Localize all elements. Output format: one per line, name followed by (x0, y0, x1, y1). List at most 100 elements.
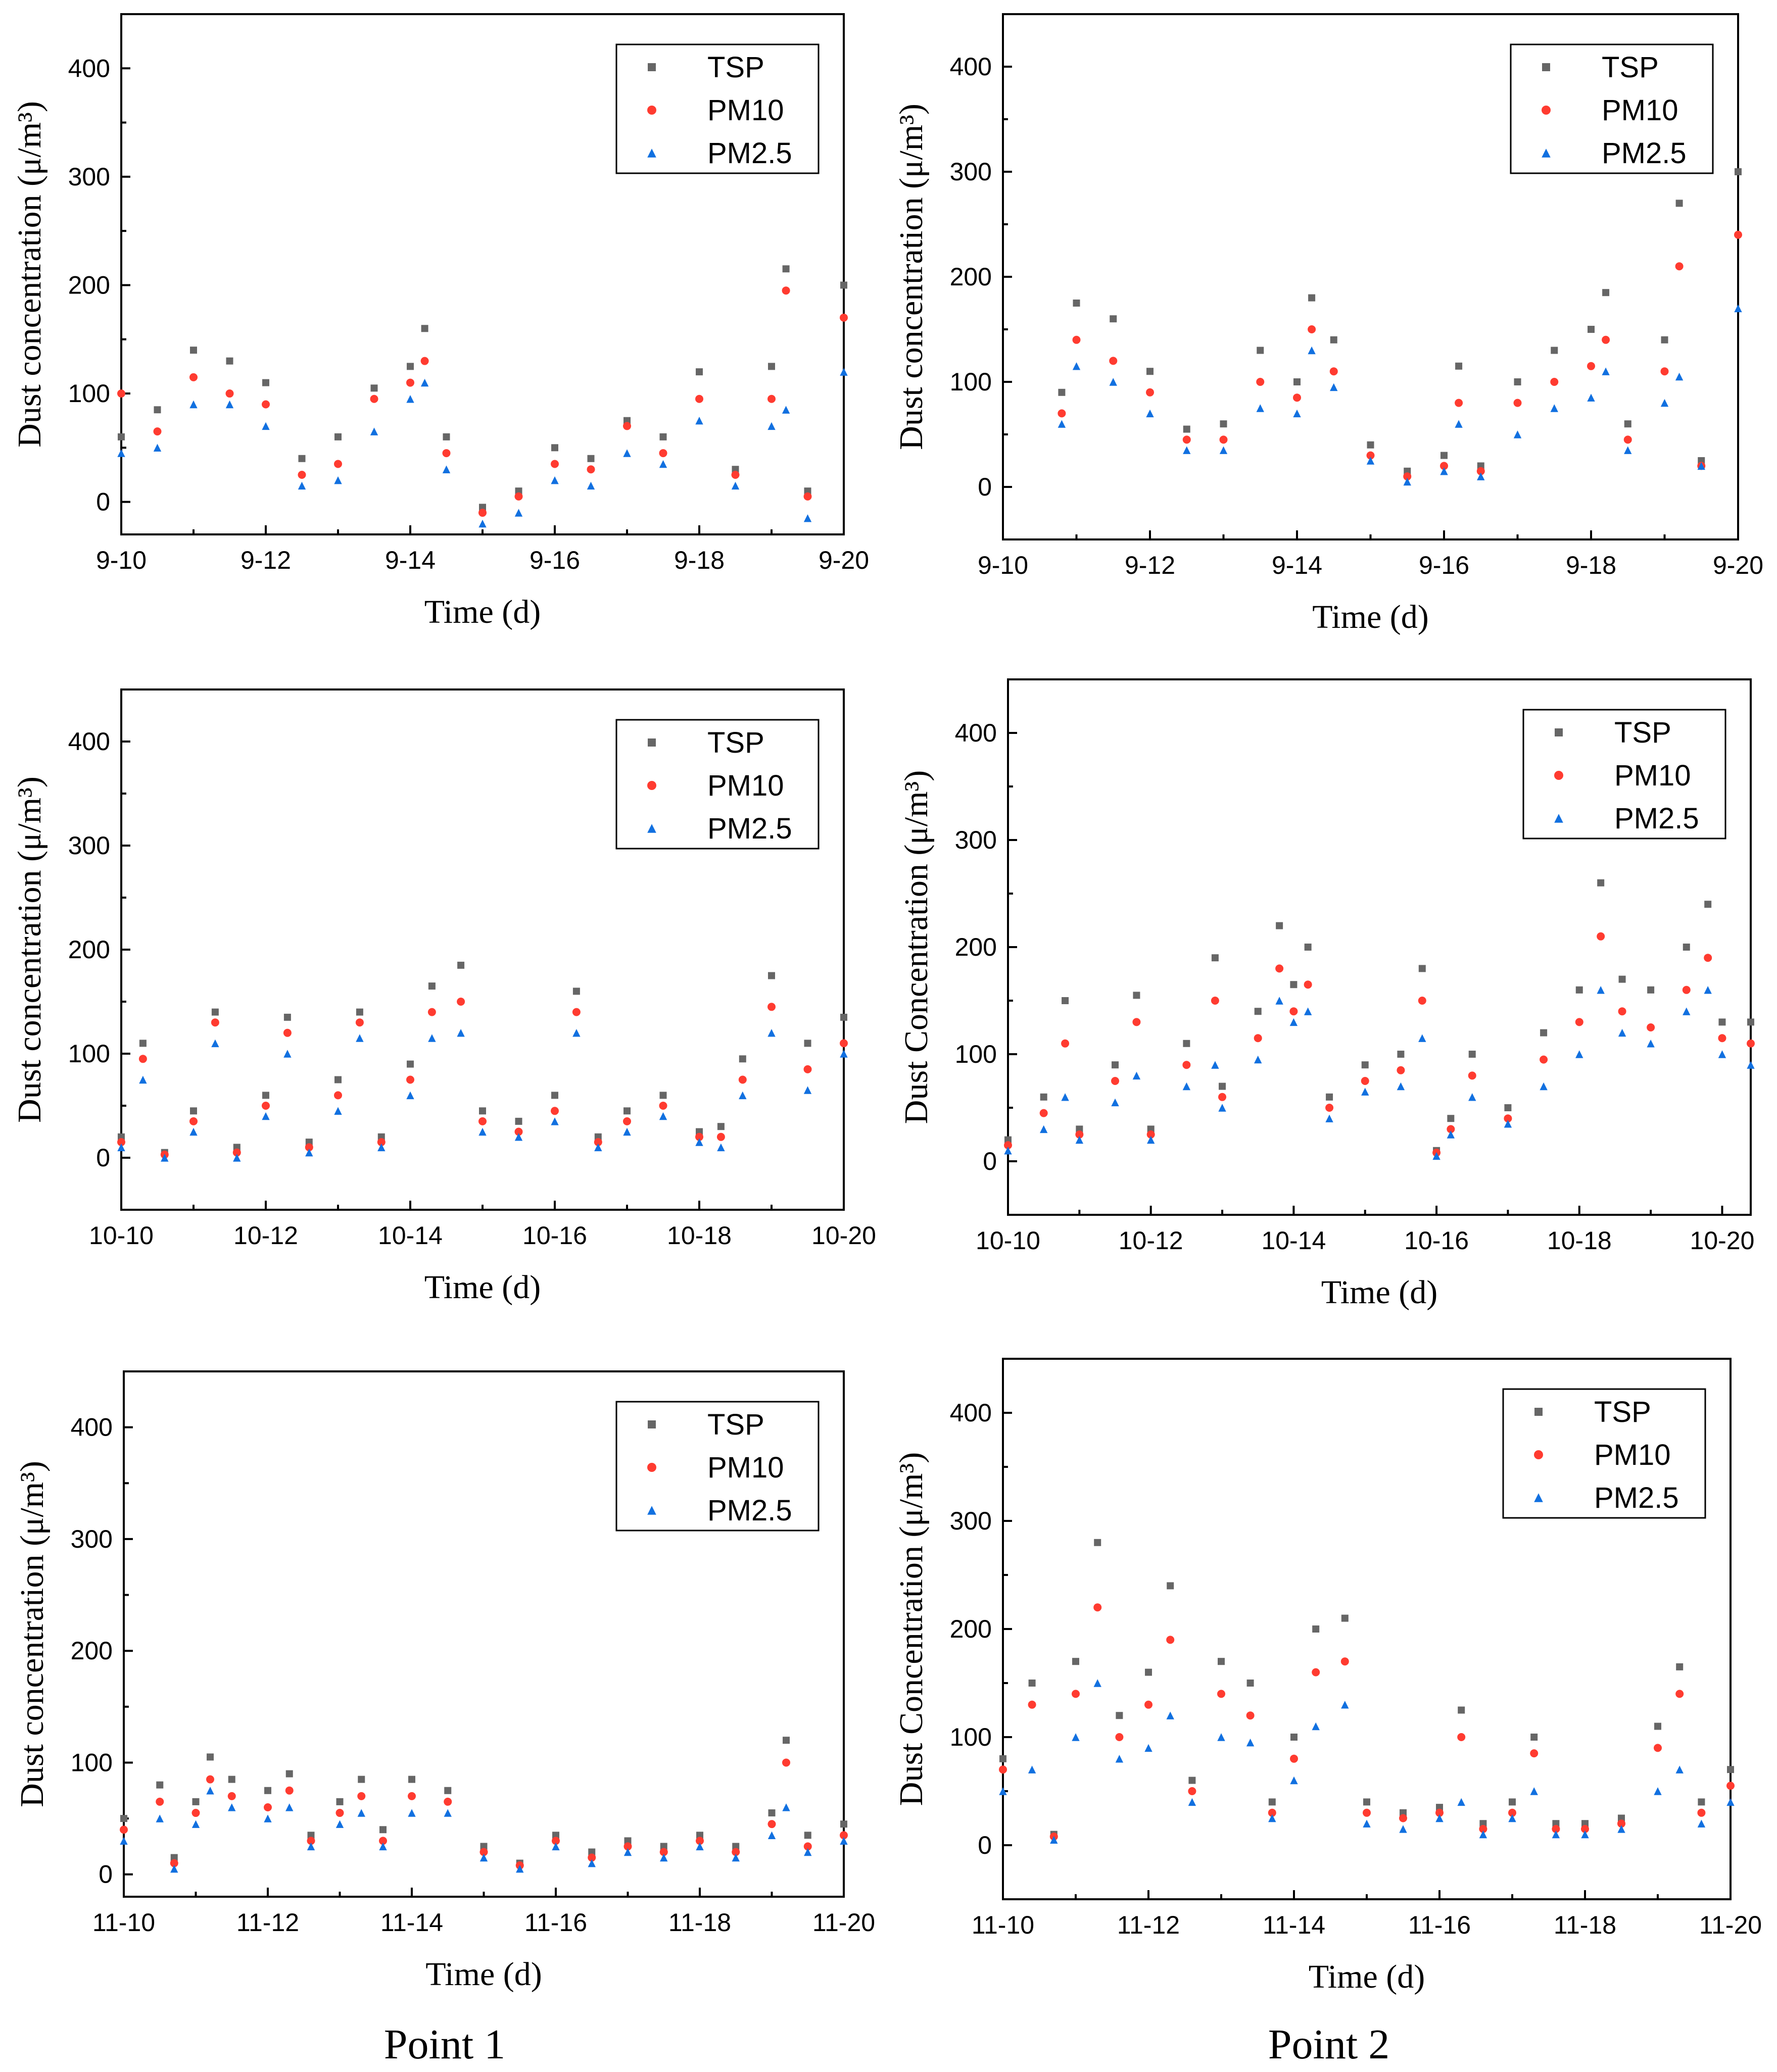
data-point (283, 1013, 291, 1021)
data-point (1647, 1040, 1655, 1048)
data-point (154, 406, 161, 414)
data-point (1550, 378, 1559, 386)
data-point (1145, 1668, 1152, 1676)
data-point (1058, 388, 1066, 396)
data-point (1219, 1082, 1226, 1090)
data-point (1530, 1734, 1538, 1741)
data-point (1062, 997, 1069, 1004)
data-point (406, 1075, 414, 1084)
data-point (1028, 1700, 1036, 1709)
data-point (624, 1837, 632, 1845)
y-tick-label: 0 (96, 488, 110, 516)
data-point (1144, 1744, 1152, 1752)
data-point (211, 1039, 219, 1048)
data-point (190, 1107, 197, 1115)
series-pm25 (1004, 986, 1755, 1160)
data-point (1726, 1798, 1735, 1806)
data-point (298, 455, 306, 462)
y-tick-label: 400 (68, 727, 110, 756)
data-point (1275, 997, 1283, 1005)
data-point (1397, 1066, 1405, 1074)
data-point (191, 1809, 200, 1817)
y-axis-title: Dust Concentration (μ/m³) (893, 1452, 930, 1806)
data-point (334, 1076, 342, 1083)
data-point (1182, 1061, 1191, 1069)
legend: TSP PM10 PM2.5 (1522, 709, 1726, 840)
data-point (1167, 1582, 1174, 1590)
data-point (262, 1102, 270, 1110)
data-point (478, 1127, 487, 1136)
data-point (1617, 1819, 1625, 1828)
data-point (1400, 1809, 1407, 1816)
data-point (1363, 1798, 1370, 1806)
x-axis-title: Time (d) (1312, 599, 1428, 635)
data-point (659, 460, 667, 468)
data-point (768, 363, 775, 370)
data-point (551, 1117, 559, 1125)
data-point (515, 487, 522, 495)
data-point (211, 1018, 219, 1027)
data-point (444, 1809, 452, 1817)
data-point (1418, 1034, 1426, 1042)
data-point (1602, 367, 1610, 375)
x-axis-title: Time (d) (1321, 1274, 1437, 1311)
data-point (803, 1065, 812, 1073)
data-point (305, 1143, 313, 1152)
data-point (1218, 1658, 1225, 1665)
series-pm10 (120, 1758, 848, 1870)
legend-label: PM2.5 (1602, 137, 1687, 170)
data-point (1435, 1814, 1444, 1822)
data-point (1575, 1018, 1583, 1026)
data-point (207, 1753, 214, 1761)
data-point (1747, 1039, 1755, 1048)
data-point (552, 1837, 560, 1845)
data-point (190, 347, 197, 354)
data-point (336, 1798, 344, 1805)
data-point (717, 1123, 725, 1130)
data-point (782, 286, 790, 295)
data-point (1618, 1007, 1626, 1016)
data-point (782, 1803, 790, 1811)
data-point (1058, 420, 1066, 428)
data-point (1361, 1088, 1369, 1096)
data-point (1660, 367, 1669, 376)
data-point (118, 433, 125, 440)
data-point (358, 1775, 365, 1783)
data-point (479, 1107, 486, 1115)
data-point (1675, 1690, 1684, 1698)
legend: TSP PM10 PM2.5 (1502, 1388, 1706, 1519)
data-point (232, 1148, 241, 1157)
data-point (1075, 1136, 1084, 1144)
x-tick-label: 11-16 (524, 1908, 587, 1937)
legend: TSP PM10 PM2.5 (615, 1401, 820, 1532)
data-point (1540, 1082, 1548, 1091)
data-point (479, 504, 486, 511)
data-point (1116, 1712, 1123, 1719)
data-point (1110, 315, 1117, 323)
data-point (285, 1803, 294, 1811)
data-point (156, 1797, 164, 1806)
data-point (1581, 1824, 1589, 1833)
data-point (1111, 1077, 1120, 1085)
x-axis-title: Time (d) (1309, 1958, 1425, 1995)
data-point (660, 1843, 667, 1850)
x-tick-label: 10-12 (233, 1221, 298, 1250)
y-tick-label: 0 (99, 1860, 113, 1889)
data-point (1166, 1636, 1175, 1644)
data-point (1268, 1814, 1276, 1822)
series-pm10 (999, 1603, 1735, 1841)
data-point (443, 433, 450, 440)
y-tick-label: 100 (71, 1748, 113, 1777)
data-point (1479, 1824, 1487, 1833)
data-point (407, 363, 414, 370)
data-point (1290, 1734, 1298, 1741)
data-point (623, 1127, 631, 1136)
data-point (1675, 1765, 1684, 1773)
data-point (264, 1787, 271, 1794)
data-point (379, 1842, 387, 1851)
data-point (1039, 1109, 1048, 1117)
data-point (1602, 289, 1610, 297)
x-tick-label: 9-14 (385, 546, 436, 574)
data-point (1304, 944, 1312, 951)
data-point (1361, 1077, 1369, 1085)
